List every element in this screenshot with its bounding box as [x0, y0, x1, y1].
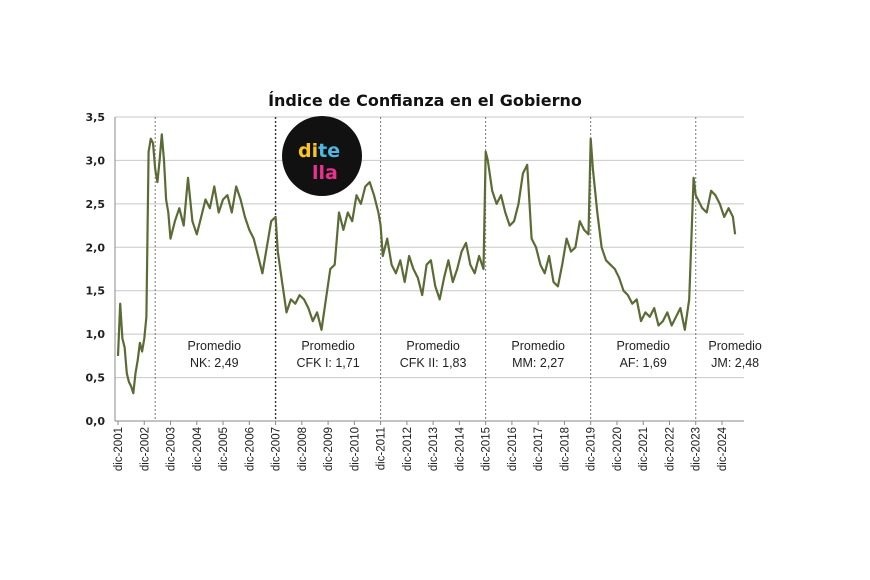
- x-tick-label: dic-2024: [717, 426, 729, 471]
- period-label-value: MM: 2,27: [512, 356, 564, 370]
- period-label-value: CFK II: 1,83: [400, 356, 467, 370]
- period-dividers: [154, 117, 697, 421]
- logo-text-lla: lla: [312, 162, 338, 184]
- x-tick-label: dic-2002: [139, 427, 151, 471]
- logo-text-te: te: [318, 140, 340, 162]
- x-tick-label: dic-2007: [271, 427, 283, 471]
- ditella-logo: dite lla: [282, 116, 362, 196]
- period-label-title: Promedio: [188, 339, 242, 353]
- x-tick-label: dic-2016: [507, 427, 519, 471]
- y-tick-label: 2,0: [86, 241, 106, 254]
- period-label-title: Promedio: [511, 339, 565, 353]
- y-tick-label: 1,0: [86, 328, 106, 341]
- period-label-title: Promedio: [708, 339, 762, 353]
- x-tick-label: dic-2015: [481, 427, 493, 471]
- period-label-value: NK: 2,49: [190, 356, 239, 370]
- x-tick-label: dic-2022: [664, 427, 676, 471]
- svg-text:dite: dite: [298, 140, 340, 162]
- x-tick-label: dic-2013: [428, 427, 440, 471]
- period-label-value: JM: 2,48: [711, 356, 759, 370]
- x-tick-label: dic-2010: [349, 427, 361, 471]
- x-tick-label: dic-2017: [533, 427, 545, 471]
- period-label-title: Promedio: [406, 339, 460, 353]
- x-tick-label: dic-2003: [166, 427, 178, 471]
- x-tick-label: dic-2009: [323, 427, 335, 471]
- x-tick-label: dic-2005: [218, 427, 230, 471]
- x-tick-label: dic-2001: [113, 427, 125, 471]
- y-tick-label: 1,5: [86, 285, 106, 298]
- y-axis: 0,0 0,5 1,0 1,5 2,0 2,5 3,0 3,5: [86, 111, 106, 428]
- period-label-title: Promedio: [301, 339, 355, 353]
- y-tick-label: 3,5: [86, 111, 106, 124]
- y-tick-label: 0,5: [86, 372, 106, 385]
- x-tick-label: dic-2006: [244, 427, 256, 471]
- x-tick-label: dic-2014: [454, 426, 466, 471]
- chart-title: Índice de Confianza en el Gobierno: [268, 91, 582, 110]
- x-tick-label: dic-2019: [586, 427, 598, 471]
- x-tick-label: dic-2012: [402, 427, 414, 471]
- logo-text-di: di: [298, 140, 318, 162]
- x-tick-label: dic-2021: [638, 427, 650, 471]
- x-tick-label: dic-2020: [612, 427, 624, 471]
- logo-circle: [282, 116, 362, 196]
- x-tick-label: dic-2023: [691, 427, 703, 471]
- series-polyline: [116, 133, 737, 395]
- grid: [114, 116, 744, 422]
- period-averages: Promedio NK: 2,49 Promedio CFK I: 1,71 Prome…: [188, 339, 762, 370]
- x-tick-label: dic-2011: [376, 427, 388, 470]
- period-label-value: AF: 1,69: [620, 356, 667, 370]
- x-tick-label: dic-2008: [297, 427, 309, 471]
- x-tick-label: dic-2018: [559, 427, 571, 471]
- y-tick-label: 2,5: [86, 198, 106, 211]
- x-tick-label: dic-2004: [192, 426, 204, 471]
- series-line: [116, 133, 737, 395]
- period-label-title: Promedio: [616, 339, 670, 353]
- x-axis: dic-2001 dic-2002 dic-2003 dic-2004 dic-2005…: [113, 421, 729, 471]
- y-tick-label: 3,0: [86, 154, 106, 167]
- y-tick-label: 0,0: [86, 415, 106, 428]
- period-label-value: CFK I: 1,71: [296, 356, 359, 370]
